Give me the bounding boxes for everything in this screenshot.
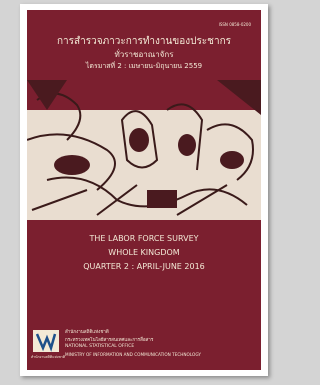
page: {"cover": { "issn": "ISSN 0858-0200", "t… (0, 0, 281, 385)
english-subtitle: QUARTER 2 : APRIL-JUNE 2016 (27, 262, 261, 271)
thai-title: ทั่วราชอาณาจักร (27, 48, 261, 61)
book-cover: ISSN 0858-0200 การสำรวจภาวะการทำงานของปร… (27, 10, 261, 370)
logo-caption: สำนักงานสถิติแห่งชาติ (31, 354, 65, 360)
logo (33, 330, 59, 352)
publisher: MINISTRY OF INFORMATION AND COMMUNICATIO… (65, 352, 201, 357)
english-title: WHOLE KINGDOM (27, 248, 261, 257)
english-title: THE LABOR FORCE SURVEY (27, 234, 261, 243)
illustration (27, 80, 261, 220)
publisher: กระทรวงเทคโนโลยีสารสนเทศและการสื่อสาร (65, 336, 153, 343)
issn: ISSN 0858-0200 (219, 22, 251, 27)
publisher: สำนักงานสถิติแห่งชาติ (65, 328, 109, 335)
publisher: NATIONAL STATISTICAL OFFICE (65, 344, 134, 349)
thai-subtitle: ไตรมาสที่ 2 : เมษายน-มิถุนายน 2559 (27, 61, 261, 72)
thai-title: การสำรวจภาวะการทำงานของประชากร (27, 34, 261, 49)
